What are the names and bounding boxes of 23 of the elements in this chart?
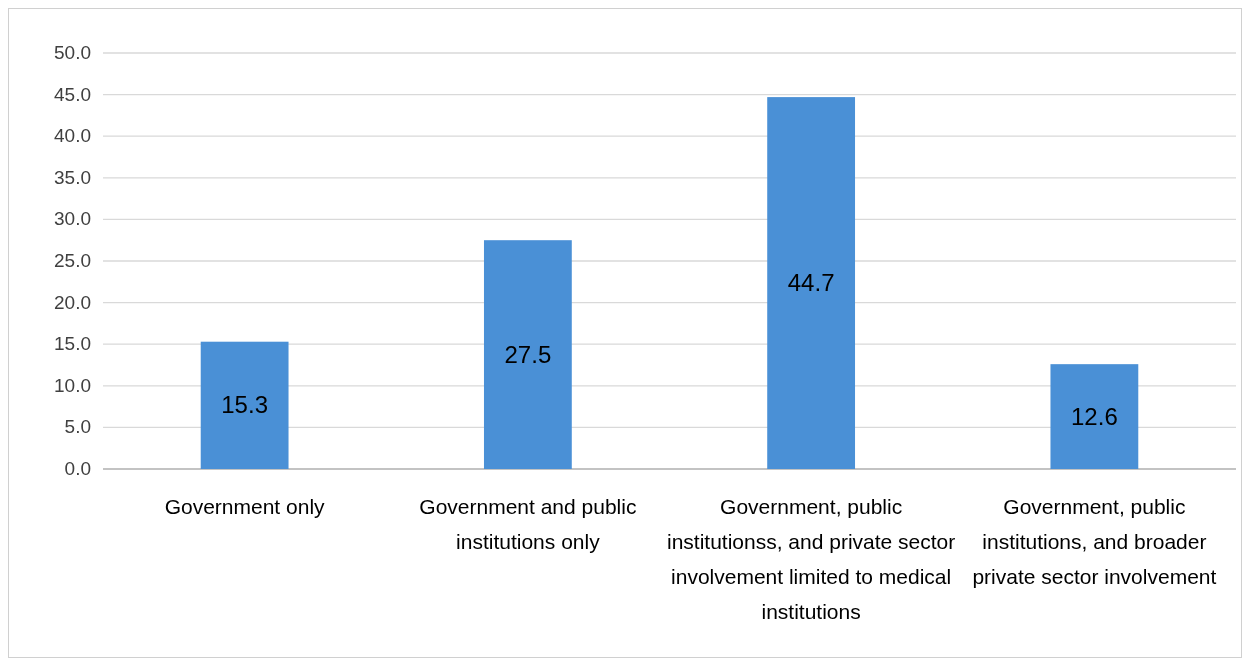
data-label: 12.6 <box>1071 402 1118 430</box>
y-tick-label: 50.0 <box>54 42 91 63</box>
x-tick-label: Government, public institutionss, and private sector involvement limited to medical institutions <box>666 495 956 623</box>
y-tick-label: 5.0 <box>64 416 91 438</box>
y-tick-label: 10.0 <box>54 374 91 396</box>
data-label: 15.3 <box>221 391 268 419</box>
x-tick-label: Government, public institutions, and broader private sector involvement <box>972 495 1217 588</box>
bar <box>1050 364 1139 469</box>
data-label: 27.5 <box>504 340 552 368</box>
bar <box>200 341 289 469</box>
data-label: 44.7 <box>787 269 835 297</box>
y-tick-label: 25.0 <box>54 250 91 271</box>
x-tick-label: Government and public institutions only <box>419 495 637 553</box>
y-tick-label: 40.0 <box>54 125 91 147</box>
y-tick-label: 20.0 <box>54 291 91 313</box>
y-tick-label: 30.0 <box>54 208 91 230</box>
y-tick-label: 45.0 <box>54 83 91 105</box>
bar <box>483 240 572 469</box>
y-tick-label: 0.0 <box>64 458 91 479</box>
y-tick-label: 35.0 <box>54 166 91 188</box>
bar <box>767 97 856 469</box>
x-tick-label: Government only <box>164 495 326 518</box>
y-tick-label: 15.0 <box>54 333 91 355</box>
